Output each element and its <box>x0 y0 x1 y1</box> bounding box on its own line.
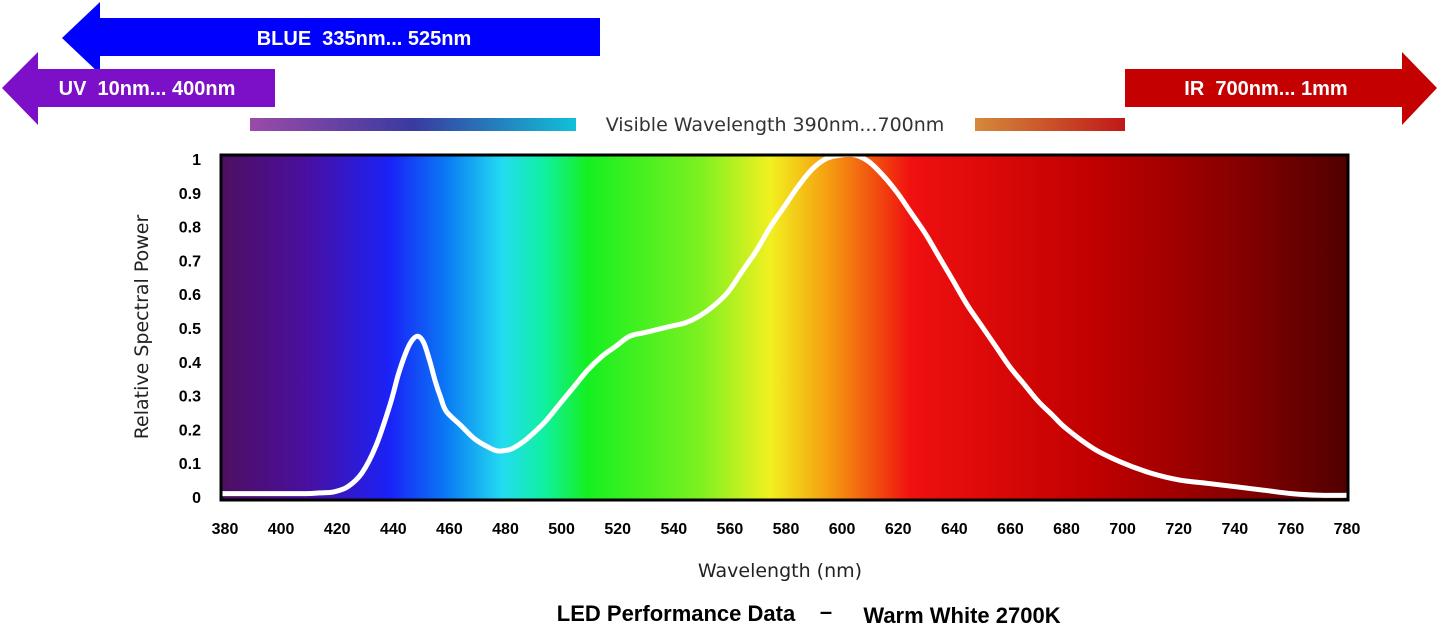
x-tick-label: 460 <box>436 521 463 538</box>
plot-area <box>218 151 1351 502</box>
x-tick-label: 480 <box>492 521 519 538</box>
y-tick-label: 0.2 <box>179 422 201 439</box>
x-tick-label: 680 <box>1053 521 1080 538</box>
x-tick-label: 600 <box>829 521 856 538</box>
ir-range-label: IR 700nm... 1mm <box>1184 78 1347 100</box>
y-tick-label: 0.1 <box>179 456 201 473</box>
y-tick-label: 1 <box>192 152 201 169</box>
x-tick-label: 380 <box>212 521 239 538</box>
chart-title-main: LED Performance Data <box>557 601 796 626</box>
x-axis-label: Wavelength (nm) <box>698 560 862 582</box>
chart-subtitle: Warm White 2700K <box>863 603 1060 628</box>
spectral-power-line <box>218 151 1351 498</box>
visible-range-label: Visible Wavelength 390nm...700nm <box>606 114 945 136</box>
uv-range-arrow: UV 10nm... 400nm <box>2 52 275 125</box>
x-tick-label: 780 <box>1334 521 1361 538</box>
x-tick-label: 520 <box>604 521 631 538</box>
y-tick-label: 0.6 <box>179 287 201 304</box>
blue-range-arrow: BLUE 335nm... 525nm <box>62 2 600 74</box>
y-tick-label: 0.3 <box>179 389 201 406</box>
x-tick-label: 640 <box>941 521 968 538</box>
visible-range-indicator: Visible Wavelength 390nm...700nm <box>250 114 1125 136</box>
y-tick-label: 0.9 <box>179 186 201 203</box>
x-tick-label: 760 <box>1278 521 1305 538</box>
x-tick-label: 740 <box>1221 521 1248 538</box>
ir-range-arrow: IR 700nm... 1mm <box>1125 52 1437 125</box>
chart-title: LED Performance Data – Warm White 2700K <box>557 599 1061 628</box>
uv-range-label: UV 10nm... 400nm <box>59 78 236 100</box>
y-axis-label: Relative Spectral Power <box>131 215 153 440</box>
y-tick-label: 0.7 <box>179 253 201 270</box>
ir-arrow-shape <box>1125 52 1437 125</box>
plot-frame <box>219 153 1350 502</box>
uv-arrow-shape <box>2 52 275 125</box>
x-tick-label: 540 <box>660 521 687 538</box>
x-tick-label: 660 <box>997 521 1024 538</box>
spectrum-background <box>221 155 1348 500</box>
x-tick-label: 560 <box>717 521 744 538</box>
x-tick-label: 440 <box>380 521 407 538</box>
x-tick-label: 720 <box>1165 521 1192 538</box>
y-tick-label: 0.4 <box>179 355 201 372</box>
x-axis-ticks: 380 400 420 440 460 480 500 520 540 560 580 600 620 6… <box>212 521 1361 538</box>
y-tick-label: 0 <box>192 490 201 507</box>
visible-right-bar <box>975 118 1125 131</box>
blue-range-label: BLUE 335nm... 525nm <box>257 28 472 50</box>
y-axis-ticks: 0 0.1 0.2 0.3 0.4 0.5 0.6 0.7 0.8 0.9 1 <box>179 152 201 507</box>
x-tick-label: 580 <box>773 521 800 538</box>
y-tick-label: 0.8 <box>179 220 201 237</box>
x-tick-label: 420 <box>324 521 351 538</box>
visible-left-bar <box>250 118 576 131</box>
x-tick-label: 700 <box>1109 521 1136 538</box>
x-tick-label: 620 <box>885 521 912 538</box>
x-tick-label: 400 <box>268 521 295 538</box>
x-tick-label: 500 <box>548 521 575 538</box>
blue-arrow-shape <box>62 2 600 74</box>
chart-title-separator: – <box>820 599 832 624</box>
y-tick-label: 0.5 <box>179 321 201 338</box>
